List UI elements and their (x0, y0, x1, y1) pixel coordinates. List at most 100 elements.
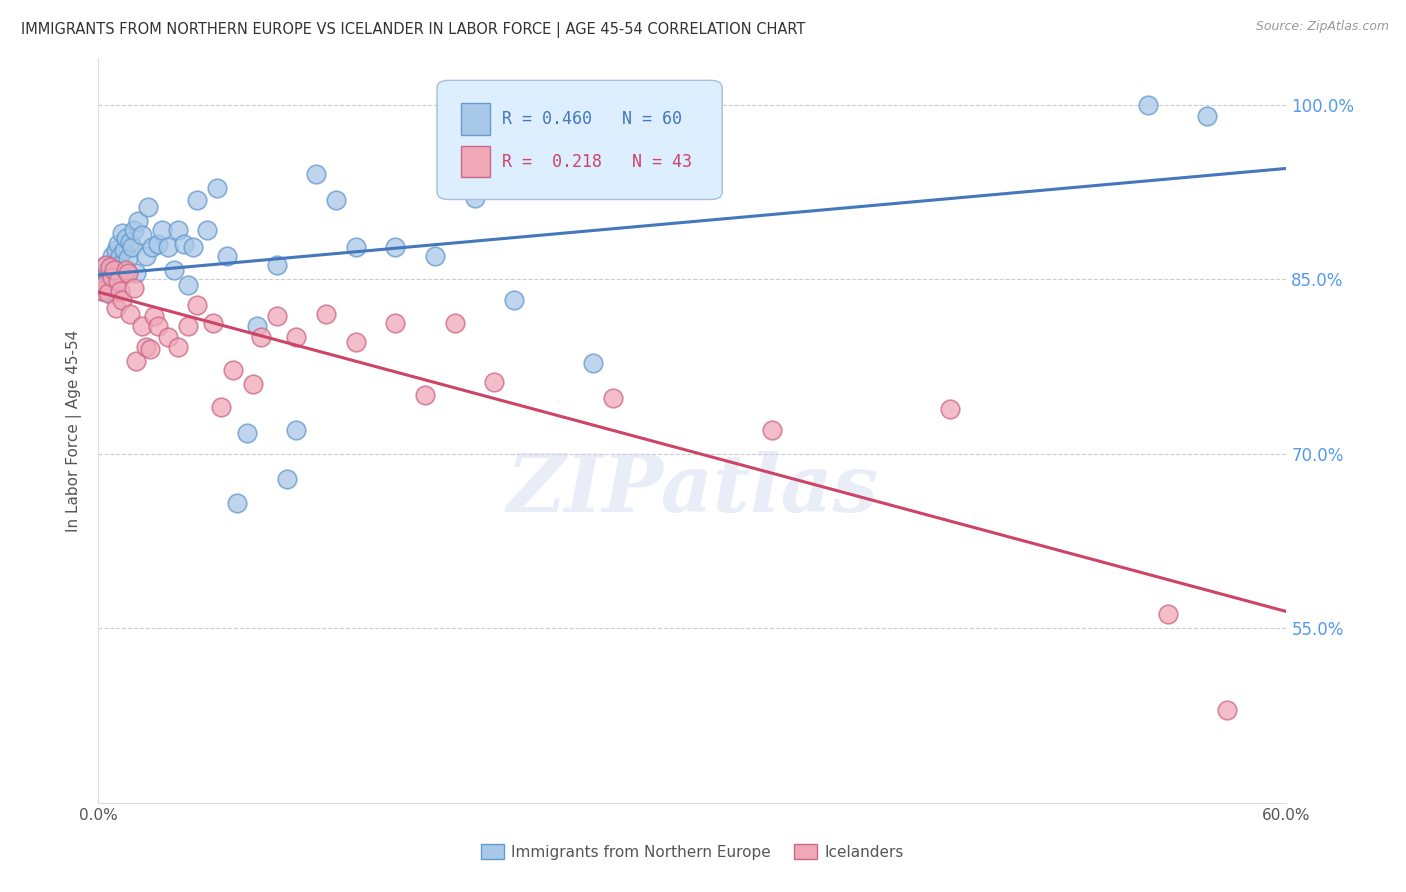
Point (108, 284, 131, 298)
Point (101, 269, 124, 284)
Text: R = 0.460   N = 60: R = 0.460 N = 60 (502, 110, 682, 128)
Point (101, 258, 124, 272)
Point (207, 181, 229, 195)
Text: IMMIGRANTS FROM NORTHERN EUROPE VS ICELANDER IN LABOR FORCE | AGE 45-54 CORRELAT: IMMIGRANTS FROM NORTHERN EUROPE VS ICELA… (21, 22, 806, 38)
Point (384, 239, 406, 253)
Point (98, 281, 121, 295)
Point (117, 266, 139, 280)
Point (266, 310, 288, 324)
Point (122, 223, 145, 237)
Point (503, 293, 526, 307)
Point (186, 193, 208, 207)
Legend: Immigrants from Northern Europe, Icelanders: Immigrants from Northern Europe, Iceland… (475, 838, 910, 866)
Point (107, 274, 129, 288)
Point (146, 318, 169, 333)
Point (305, 167, 328, 181)
FancyBboxPatch shape (461, 103, 491, 135)
Point (209, 400, 232, 414)
Point (1136, 97, 1159, 112)
Point (423, 249, 446, 263)
Point (125, 266, 148, 280)
Point (120, 307, 142, 321)
Point (1197, 109, 1219, 123)
Point (107, 237, 129, 252)
Point (117, 251, 139, 265)
Point (1216, 703, 1239, 717)
Point (122, 281, 145, 295)
Point (276, 472, 298, 486)
Point (131, 227, 153, 242)
Point (125, 353, 148, 368)
Point (98, 274, 121, 288)
Point (91, 284, 114, 298)
Point (97, 262, 120, 277)
Point (112, 243, 135, 257)
Y-axis label: In Labor Force | Age 45-54: In Labor Force | Age 45-54 (66, 329, 83, 532)
Point (97, 286, 120, 301)
Point (173, 237, 195, 252)
Point (222, 363, 245, 377)
Point (285, 330, 308, 344)
Point (484, 375, 506, 389)
Point (131, 318, 153, 333)
Point (115, 262, 138, 277)
FancyBboxPatch shape (437, 80, 723, 200)
Point (602, 391, 624, 405)
Point (115, 231, 138, 245)
Point (120, 235, 142, 249)
Point (105, 243, 128, 257)
Point (139, 342, 162, 356)
Point (384, 316, 406, 330)
Point (111, 293, 134, 307)
Point (98, 260, 121, 275)
Point (135, 249, 157, 263)
Point (97, 269, 120, 284)
Point (96, 258, 118, 272)
Point (285, 423, 308, 437)
Point (166, 223, 188, 237)
Point (315, 307, 337, 321)
Point (111, 226, 134, 240)
FancyBboxPatch shape (461, 146, 491, 178)
Point (226, 495, 249, 509)
Point (127, 214, 149, 228)
Point (105, 258, 128, 272)
Point (217, 249, 239, 263)
Point (91, 284, 114, 298)
Point (344, 334, 367, 349)
Point (141, 239, 163, 253)
Point (136, 200, 159, 214)
Point (96, 274, 118, 288)
Point (195, 223, 218, 237)
Point (108, 258, 131, 272)
Point (121, 239, 143, 253)
Point (150, 223, 173, 237)
Point (163, 262, 186, 277)
Point (246, 318, 269, 333)
Point (325, 193, 347, 207)
Point (761, 423, 783, 437)
Point (107, 266, 129, 280)
Text: Source: ZipAtlas.com: Source: ZipAtlas.com (1256, 20, 1389, 33)
Point (156, 330, 179, 344)
Text: R =  0.218   N = 43: R = 0.218 N = 43 (502, 153, 692, 170)
Point (413, 388, 436, 402)
Point (249, 330, 271, 344)
Point (266, 258, 288, 272)
Point (464, 191, 486, 205)
Text: ZIPatlas: ZIPatlas (506, 451, 879, 529)
Point (101, 249, 124, 263)
Point (939, 402, 962, 417)
Point (105, 301, 128, 316)
Point (103, 266, 125, 280)
Point (242, 376, 264, 391)
Point (93, 266, 115, 280)
Point (176, 277, 198, 292)
Point (444, 316, 467, 330)
Point (135, 340, 157, 354)
Point (236, 425, 259, 440)
Point (166, 340, 188, 354)
Point (176, 318, 198, 333)
Point (108, 249, 131, 263)
Point (344, 239, 367, 253)
